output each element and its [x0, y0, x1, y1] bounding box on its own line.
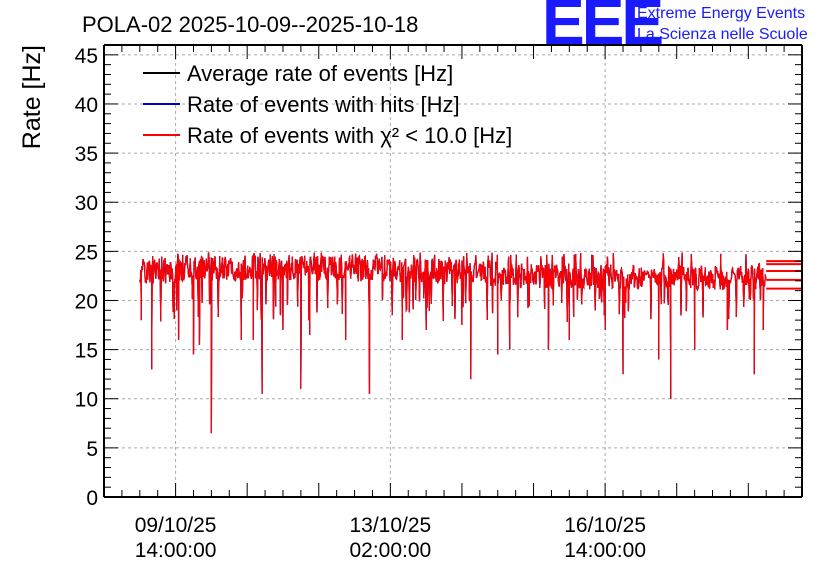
y-tick-label: 10 [75, 389, 98, 412]
series-line-3 [139, 252, 767, 434]
legend-entry-2: Rate of events with hits [Hz] [187, 92, 460, 117]
x-tick-date: 16/10/25 [564, 514, 646, 537]
chart-title: POLA-02 2025-10-09--2025-10-18 [82, 12, 418, 37]
eee-logo: EEE Extreme Energy Events La Scienza nel… [542, 0, 808, 58]
data-layer [139, 252, 767, 434]
x-tick-date: 09/10/25 [135, 514, 217, 537]
legend: Average rate of events [Hz] Rate of event… [143, 61, 512, 148]
eee-logo-line1: Extreme Energy Events [637, 5, 805, 22]
y-axis-ticks: 0 5 10 15 20 25 30 35 40 45 [75, 44, 802, 510]
axes [103, 44, 803, 498]
y-axis-label: Rate [Hz] [18, 45, 46, 149]
x-axis-ticks: 09/10/2514:00:0013/10/2502:00:0016/10/25… [103, 45, 803, 562]
x-tick-time: 02:00:00 [349, 539, 431, 562]
y-tick-label: 40 [75, 94, 98, 117]
x-tick-time: 14:00:00 [135, 539, 217, 562]
y-tick-label: 20 [75, 290, 98, 313]
legend-entry-1: Average rate of events [Hz] [187, 61, 453, 86]
x-tick-date: 13/10/25 [349, 514, 431, 537]
y-tick-label: 5 [86, 438, 98, 461]
y-tick-label: 15 [75, 340, 98, 363]
y-tick-label: 30 [75, 192, 98, 215]
tail-lines [766, 260, 802, 290]
y-tick-label: 25 [75, 241, 98, 264]
x-tick-time: 14:00:00 [564, 539, 646, 562]
y-tick-label: 0 [86, 487, 98, 510]
y-tick-label: 45 [75, 45, 98, 68]
y-tick-label: 35 [75, 143, 98, 166]
eee-logo-mark: EEE [542, 0, 662, 58]
eee-logo-line2: La Scienza nelle Scuole [637, 26, 808, 43]
legend-entry-3: Rate of events with χ² < 10.0 [Hz] [187, 123, 512, 148]
